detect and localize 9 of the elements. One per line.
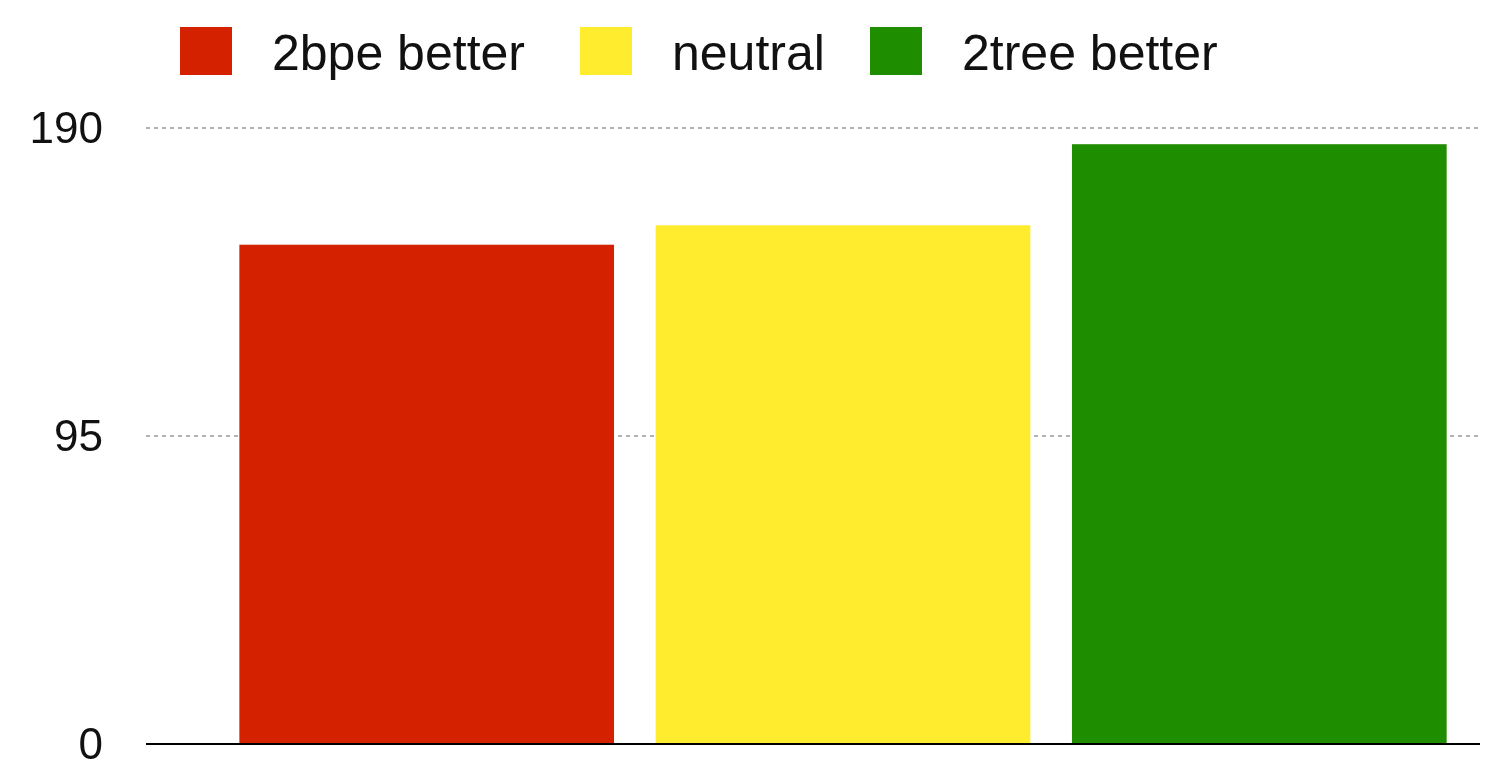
y-tick-label: 190 <box>29 103 103 153</box>
bar <box>1071 144 1447 744</box>
legend-label: 2tree better <box>962 24 1218 81</box>
legend-label: neutral <box>672 24 825 81</box>
legend-label: 2bpe better <box>272 24 525 81</box>
y-tick-label: 95 <box>54 411 103 461</box>
bar <box>239 244 615 744</box>
y-tick-label: 0 <box>78 719 103 769</box>
bar <box>655 225 1031 744</box>
